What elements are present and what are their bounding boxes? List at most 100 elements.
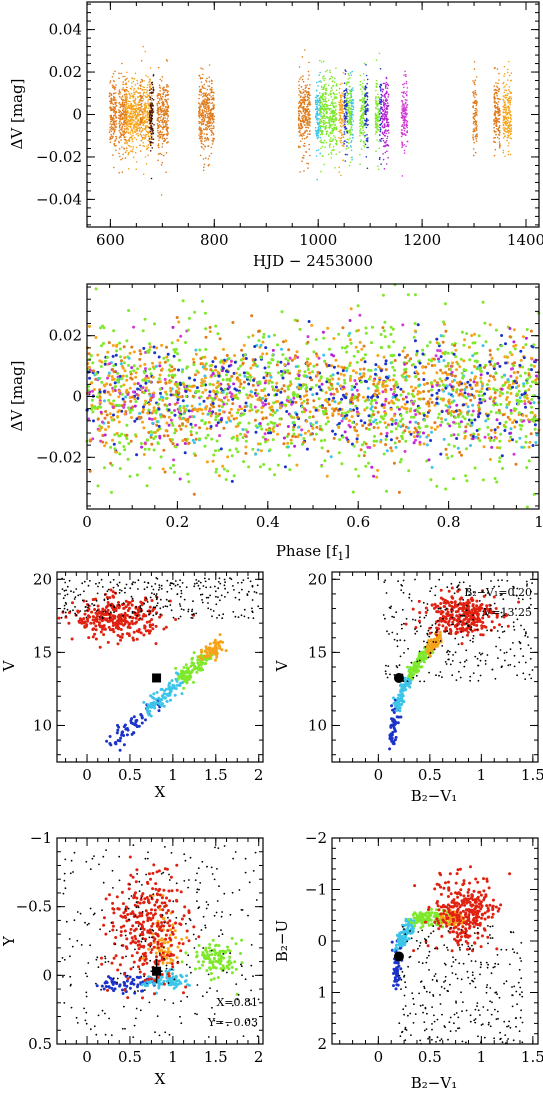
- light-curve-point: [334, 102, 337, 104]
- light-curve-point: [111, 76, 114, 78]
- light-curve-point: [384, 92, 387, 95]
- light-curve-point: [207, 125, 210, 128]
- light-curve-point: [380, 98, 383, 101]
- light-curve-point: [361, 120, 364, 122]
- phase-point: [283, 389, 287, 393]
- light-curve-point: [386, 150, 388, 152]
- light-curve-point: [401, 115, 404, 118]
- light-curve-point: [336, 97, 338, 99]
- phase-point: [356, 433, 360, 437]
- light-curve-point: [402, 104, 405, 106]
- light-curve-point: [495, 130, 497, 133]
- light-curve-point: [315, 108, 317, 111]
- phase-point: [362, 367, 366, 371]
- light-curve-point: [127, 80, 130, 83]
- phase-point: [158, 361, 162, 365]
- light-curve-point: [136, 82, 139, 85]
- light-curve-point: [362, 86, 364, 89]
- light-curve-point: [306, 84, 309, 86]
- light-curve-point: [132, 140, 134, 143]
- light-curve-point: [298, 102, 300, 104]
- light-curve-point: [330, 86, 333, 89]
- light-curve-point: [338, 136, 340, 139]
- phase-point: [478, 397, 482, 401]
- light-curve-point: [309, 125, 311, 127]
- light-curve-point: [322, 77, 324, 80]
- light-curve-point: [134, 84, 137, 86]
- light-curve-point: [498, 133, 500, 136]
- light-curve-point: [474, 91, 477, 94]
- light-curve-point: [118, 141, 120, 144]
- phase-point: [442, 359, 446, 362]
- light-curve-point: [493, 141, 495, 143]
- light-curve-point: [322, 123, 325, 126]
- light-curve-point: [504, 94, 506, 97]
- light-curve-point: [325, 110, 328, 112]
- light-curve-point: [124, 79, 127, 82]
- light-curve-point: [375, 99, 377, 102]
- light-curve-point: [211, 116, 214, 119]
- light-curve-point: [302, 75, 304, 77]
- light-curve-point: [352, 134, 354, 136]
- light-curve-point: [340, 118, 343, 120]
- light-curve-point: [383, 134, 386, 137]
- phase-point: [163, 470, 167, 474]
- light-curve-point: [342, 108, 345, 110]
- phase-point: [224, 373, 228, 377]
- light-curve-point: [124, 93, 126, 96]
- light-curve-point: [316, 178, 319, 181]
- light-curve-point: [472, 106, 475, 109]
- x-tick-label: 800: [200, 231, 229, 249]
- light-curve-point: [124, 132, 126, 134]
- phase-point: [138, 364, 142, 368]
- light-curve-point: [300, 112, 303, 114]
- light-curve-point: [308, 148, 311, 150]
- light-curve-point: [319, 133, 322, 136]
- light-curve-point: [341, 144, 344, 147]
- light-curve-point: [360, 98, 363, 101]
- light-curve-point: [145, 74, 147, 77]
- light-curve-point: [509, 90, 511, 93]
- light-curve-point: [299, 135, 301, 137]
- light-curve-point: [378, 158, 381, 160]
- light-curve-point: [510, 97, 513, 100]
- light-curve-point: [476, 101, 478, 103]
- light-curve-point: [361, 90, 363, 93]
- phase-point: [129, 370, 132, 374]
- light-curve-point: [121, 125, 124, 127]
- phase-point: [511, 438, 514, 442]
- light-curve-point: [121, 146, 123, 148]
- light-curve-point: [210, 146, 213, 149]
- light-curve-point: [208, 101, 211, 104]
- light-curve-point: [326, 122, 329, 124]
- light-curve-point: [308, 116, 310, 118]
- light-curve-point: [362, 126, 364, 128]
- light-curve-point: [163, 91, 165, 93]
- phase-point: [162, 448, 166, 452]
- light-curve-point: [380, 103, 382, 106]
- light-curve-point: [505, 97, 507, 99]
- light-curve-point: [123, 133, 125, 136]
- light-curve-point: [495, 124, 498, 126]
- light-curve-point: [160, 98, 163, 100]
- light-curve-point: [110, 117, 113, 119]
- light-curve-point: [210, 109, 212, 112]
- light-curve-point: [200, 142, 203, 144]
- light-curve-point: [110, 120, 112, 123]
- light-curve-point: [345, 103, 348, 105]
- light-curve-point: [402, 145, 404, 147]
- light-curve-point: [346, 91, 348, 93]
- light-curve-point: [331, 121, 333, 123]
- light-curve-point: [359, 88, 362, 90]
- phase-point: [216, 381, 220, 385]
- light-curve-point: [131, 115, 134, 118]
- light-curve-point: [112, 109, 114, 111]
- light-curve-point: [325, 93, 327, 96]
- light-curve-point: [147, 89, 149, 92]
- light-curve-point: [304, 130, 306, 133]
- light-curve-point: [306, 94, 309, 96]
- light-curve-point: [336, 93, 338, 95]
- light-curve-point: [506, 68, 509, 71]
- light-curve-point: [139, 87, 142, 90]
- light-curve-point: [163, 114, 165, 117]
